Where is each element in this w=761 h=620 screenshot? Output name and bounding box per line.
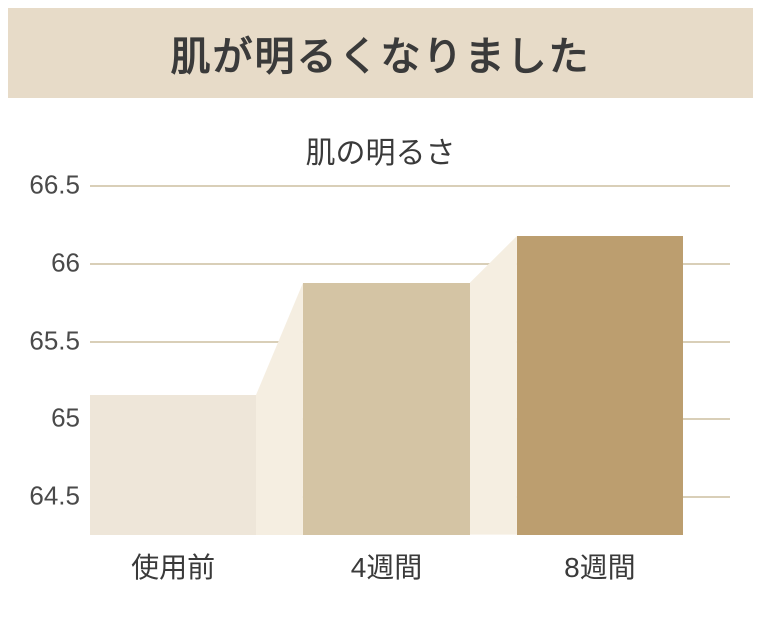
xtick-label: 4週間 (307, 546, 467, 586)
ytick-label: 66.5 (8, 170, 80, 201)
bar (303, 283, 469, 535)
ytick-label: 65.5 (8, 325, 80, 356)
connector (256, 283, 303, 535)
ytick-label: 64.5 (8, 481, 80, 512)
gridline (90, 185, 730, 187)
bar (517, 236, 683, 535)
title-text: 肌が明るくなりました (171, 24, 591, 82)
title-banner: 肌が明るくなりました (8, 8, 753, 98)
chart-subtitle: 肌の明るさ (0, 128, 761, 172)
bar (90, 395, 256, 535)
xtick-label: 使用前 (93, 546, 253, 586)
connector (470, 236, 517, 535)
chart-area: 64.56565.56666.5 (90, 185, 730, 535)
ytick-label: 65 (8, 403, 80, 434)
xtick-label: 8週間 (520, 546, 680, 586)
ytick-label: 66 (8, 247, 80, 278)
